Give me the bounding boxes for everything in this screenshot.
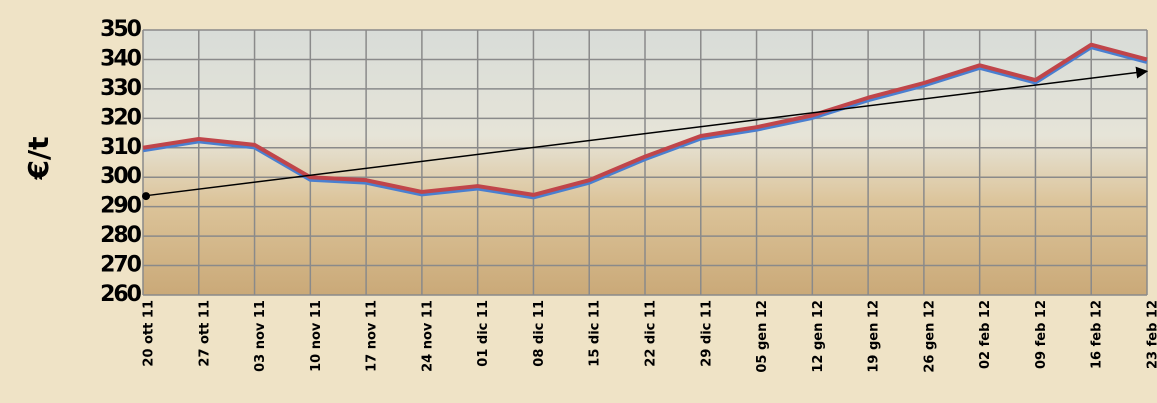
x-tick-label: 08 dic 11 [532,300,547,367]
x-tick-label: 29 dic 11 [699,300,714,367]
x-tick-label: 26 gen 12 [922,300,937,373]
y-tick-label: 330 [100,76,142,101]
x-tick-label: 02 feb 12 [978,300,993,369]
y-tick-label: 340 [100,46,142,71]
x-tick-label: 10 nov 11 [309,300,324,372]
y-tick-label: 310 [100,135,142,160]
series-line-shadow [142,45,1148,200]
y-tick-label: 290 [100,194,142,219]
x-tick-label: 19 gen 12 [867,300,882,373]
y-tick-label: 260 [100,282,142,307]
x-tick-label: 09 feb 12 [1034,300,1049,369]
x-tick-label: 17 nov 11 [365,300,380,372]
x-tick-label: 23 feb 12 [1146,300,1157,369]
y-axis-label: €/t [22,136,55,180]
x-tick-label: 15 dic 11 [588,300,603,367]
x-tick-label: 16 feb 12 [1090,300,1105,369]
y-tick-label: 280 [100,223,142,248]
x-tick-label: 27 ott 11 [197,300,212,367]
x-tick-label: 22 dic 11 [644,300,659,367]
y-tick-label: 320 [100,105,142,130]
y-tick-label: 350 [100,17,142,42]
x-tick-label: 24 nov 11 [420,300,435,372]
x-tick-label: 01 dic 11 [476,300,491,367]
x-tick-label: 05 gen 12 [755,300,770,373]
trend-start [142,192,150,201]
x-tick-label: 12 gen 12 [811,300,826,373]
series-line [142,42,1148,197]
x-tick-label: 03 nov 11 [253,300,268,372]
y-tick-label: 270 [100,253,142,278]
x-tick-label: 20 ott 11 [142,300,157,367]
trend-line [142,66,1149,197]
y-tick-label: 300 [100,164,142,189]
